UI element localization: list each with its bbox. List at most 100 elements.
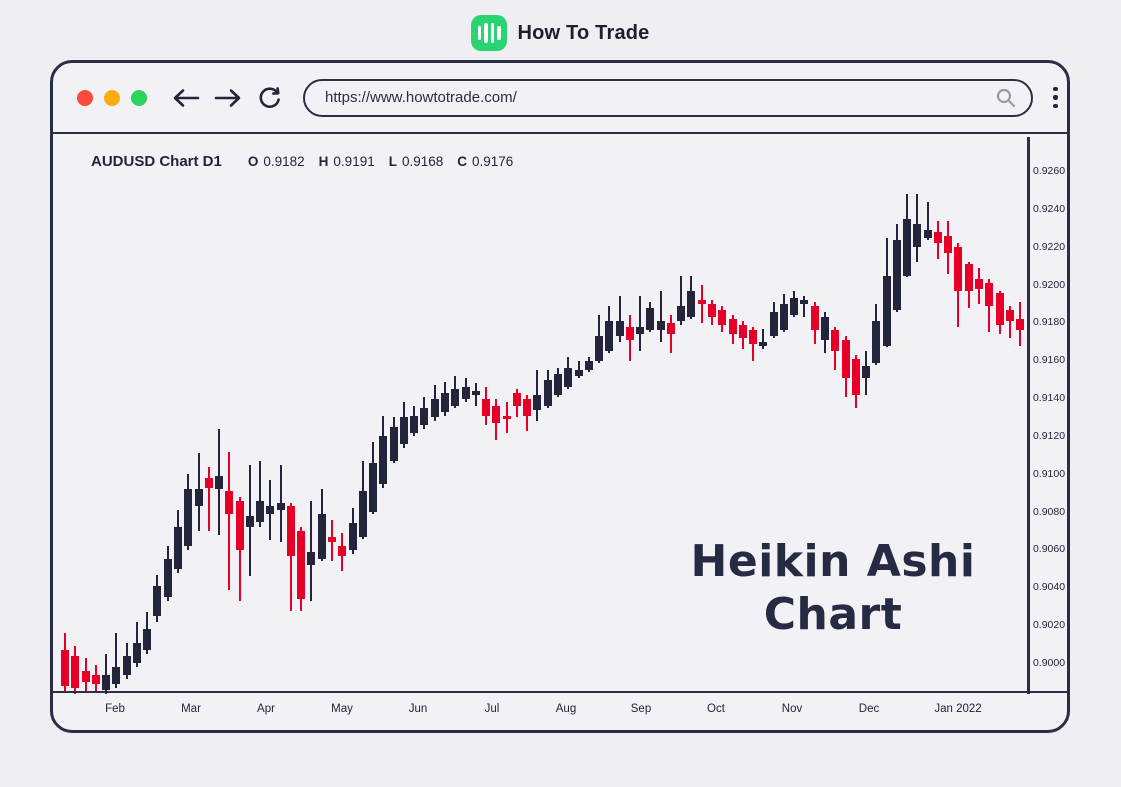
candle [163, 559, 172, 598]
candle [482, 398, 491, 416]
y-axis-label: 0.9140 [1032, 392, 1066, 405]
address-bar[interactable] [303, 78, 1033, 117]
candle [410, 415, 419, 433]
y-axis-label: 0.9100 [1032, 467, 1066, 480]
y-axis-label: 0.9180 [1032, 316, 1066, 329]
candle-wick [762, 328, 765, 350]
back-icon[interactable] [171, 85, 201, 111]
candle [533, 394, 542, 410]
candle [800, 300, 809, 304]
candle [276, 502, 285, 511]
candle [543, 379, 552, 407]
candle-wick [577, 360, 580, 378]
candle [112, 667, 121, 685]
search-icon[interactable] [995, 87, 1017, 109]
window-controls [77, 89, 147, 106]
candle [882, 275, 891, 346]
url-input[interactable] [325, 89, 995, 106]
candle [687, 290, 696, 318]
candle [369, 462, 378, 513]
x-axis-label: Mar [181, 703, 201, 715]
candle [122, 655, 131, 675]
close-value: 0.9176 [472, 153, 514, 169]
browser-toolbar [53, 63, 1067, 134]
maximize-window-icon[interactable] [131, 89, 147, 106]
candle [964, 264, 973, 291]
candle [779, 303, 788, 331]
x-axis-label: Aug [555, 703, 577, 715]
candle [656, 320, 665, 331]
candle [615, 320, 624, 337]
y-axis-label: 0.9260 [1032, 165, 1066, 177]
candle [492, 406, 501, 424]
candle [574, 370, 583, 376]
price-axis-line [1027, 136, 1030, 694]
x-axis-label: Jan 2022 [934, 703, 982, 715]
candle [307, 551, 316, 566]
high-value: 0.9191 [333, 153, 375, 169]
candle [61, 650, 69, 687]
reload-icon[interactable] [255, 85, 285, 111]
candle [245, 515, 254, 528]
candle [738, 324, 747, 338]
chart-symbol-title: AUDUSD Chart D1 [91, 152, 222, 170]
candle [769, 311, 778, 337]
y-axis-label: 0.9160 [1032, 354, 1066, 367]
y-axis-label: 0.9040 [1032, 581, 1066, 594]
candle [430, 398, 439, 418]
brand-name: How To Trade [517, 21, 650, 44]
candle [728, 319, 737, 335]
watermark: Heikin Ashi Chart [628, 535, 1038, 642]
candle [184, 489, 193, 547]
y-axis-label: 0.9240 [1032, 202, 1066, 215]
logo-bar [477, 26, 482, 40]
candle [759, 341, 768, 346]
x-axis-label: Jun [408, 703, 428, 715]
candle [317, 514, 326, 560]
candle [379, 436, 388, 484]
candle-wick [1008, 305, 1011, 338]
candle [153, 585, 162, 617]
candle [831, 330, 840, 352]
logo-bar [484, 23, 488, 43]
candle [903, 218, 912, 276]
minimize-window-icon[interactable] [104, 89, 120, 106]
forward-icon[interactable] [213, 85, 243, 111]
candle [810, 305, 819, 331]
chart-header: AUDUSD Chart D1 O 0.9182 H 0.9191 L 0.9168 … [91, 153, 513, 170]
candle [841, 339, 850, 378]
menu-kebab-icon[interactable] [1049, 83, 1062, 113]
candle [440, 392, 449, 412]
candle [81, 671, 90, 683]
candle-wick [228, 451, 231, 590]
logo-bar [490, 23, 495, 43]
open-label: O [247, 153, 259, 169]
candle [266, 506, 275, 514]
candle-wick [474, 383, 477, 407]
candle [820, 317, 829, 340]
candle [225, 491, 234, 514]
y-axis-label: 0.9120 [1032, 429, 1066, 442]
open-value: 0.9182 [263, 153, 305, 169]
candle [933, 232, 942, 244]
y-axis-label: 0.9000 [1032, 656, 1066, 669]
close-window-icon[interactable] [77, 89, 93, 106]
candle-wick [680, 275, 683, 325]
candle [348, 523, 357, 550]
candle [204, 478, 213, 488]
y-axis-label: 0.9020 [1032, 619, 1066, 632]
candle [358, 491, 367, 537]
candle [328, 536, 337, 543]
candle [143, 629, 152, 651]
close-label: C [457, 153, 468, 169]
y-axis-label: 0.9080 [1032, 505, 1066, 518]
candle [923, 230, 932, 238]
x-axis-label: Jul [484, 703, 500, 715]
candle-wick [659, 290, 662, 342]
candle [584, 360, 593, 371]
watermark-line1: Heikin Ashi [690, 535, 976, 587]
x-axis-label: Feb [105, 703, 125, 715]
candle [471, 391, 480, 395]
candle [697, 300, 706, 304]
candle [913, 224, 922, 248]
